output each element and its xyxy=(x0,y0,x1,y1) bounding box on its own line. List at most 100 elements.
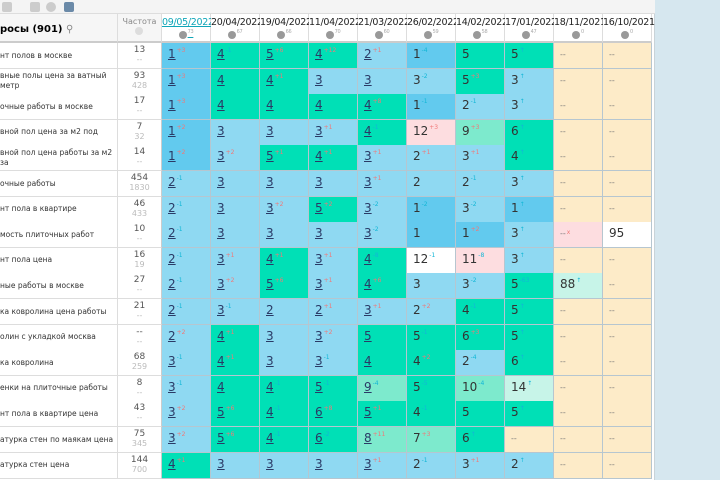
keyword-cell[interactable]: нт пола цена xyxy=(0,247,118,274)
position-cell[interactable]: 5+6 xyxy=(211,401,260,428)
position-cell[interactable]: 4-1 xyxy=(260,427,309,453)
position-cell[interactable]: 3-2 xyxy=(358,222,407,249)
position-cell[interactable]: 2-1 xyxy=(162,299,211,325)
position-cell[interactable]: 8+11 xyxy=(358,427,407,453)
position-cell[interactable]: 4-1 xyxy=(260,375,309,402)
position-cell[interactable]: 2+1 xyxy=(309,299,358,325)
keyword-cell[interactable]: енки на плиточные работы xyxy=(0,375,118,402)
position-cell[interactable]: 3+1 xyxy=(358,145,407,172)
position-cell[interactable]: 9-4 xyxy=(358,375,407,402)
date-label[interactable]: 09/05/2022 xyxy=(162,17,214,28)
position-cell[interactable]: 5 xyxy=(358,324,407,351)
date-column-header[interactable]: 11/04/2022 70 xyxy=(309,14,361,43)
position-cell[interactable]: 3 xyxy=(260,452,309,479)
search-icon[interactable]: ⚲ xyxy=(65,24,74,35)
position-cell[interactable]: 1+2 xyxy=(162,145,211,172)
position-cell[interactable]: 4+6 xyxy=(358,273,407,300)
position-cell[interactable]: 2+1 xyxy=(358,43,407,69)
date-column-header[interactable]: 21/03/2022 60 xyxy=(358,14,410,43)
position-cell[interactable]: 3+2 xyxy=(309,324,358,351)
date-column-header[interactable]: 26/02/2022 59 xyxy=(407,14,459,43)
position-cell[interactable]: 3 xyxy=(309,452,358,479)
position-cell[interactable]: 3 xyxy=(358,68,407,95)
keywords-header[interactable]: росы (901) ⚲ xyxy=(0,14,118,43)
position-cell[interactable]: 3 xyxy=(211,119,260,146)
position-cell[interactable]: 1+3 xyxy=(162,68,211,95)
position-cell[interactable]: 5-1 xyxy=(309,375,358,402)
keyword-cell[interactable]: вной пол цена работы за м2 за xyxy=(0,145,118,172)
position-cell[interactable]: 6-2 xyxy=(309,427,358,453)
position-cell[interactable]: 6+8 xyxy=(309,401,358,428)
position-cell[interactable]: 4+1 xyxy=(260,247,309,274)
date-column-header[interactable]: 14/02/2022 58 xyxy=(456,14,508,43)
position-cell[interactable]: 5+1 xyxy=(358,401,407,428)
position-cell[interactable]: 5+1 xyxy=(260,145,309,172)
position-cell[interactable]: 2-1 xyxy=(162,247,211,274)
position-cell[interactable]: 3+1 xyxy=(358,299,407,325)
document-icon[interactable] xyxy=(30,2,40,12)
position-cell[interactable]: 2-1 xyxy=(162,171,211,197)
position-cell[interactable]: 2-1 xyxy=(162,273,211,300)
position-cell[interactable]: 3 xyxy=(309,171,358,197)
position-cell[interactable]: 3+1 xyxy=(358,171,407,197)
position-cell[interactable]: 1+3 xyxy=(162,43,211,69)
position-cell[interactable]: 3 xyxy=(260,350,309,377)
keyword-cell[interactable]: олин с укладкой москва xyxy=(0,324,118,351)
position-cell[interactable]: 3 xyxy=(260,119,309,146)
keyword-cell[interactable]: очные работы в москве xyxy=(0,94,118,121)
position-cell[interactable]: 5+2 xyxy=(309,196,358,223)
position-cell[interactable]: 2 xyxy=(260,299,309,325)
position-cell[interactable]: 3-1 xyxy=(162,350,211,377)
position-cell[interactable]: 3 xyxy=(211,196,260,223)
position-cell[interactable]: 4 xyxy=(358,350,407,377)
keyword-cell[interactable]: очные работы xyxy=(0,171,118,197)
keyword-cell[interactable]: нт пола в квартире xyxy=(0,196,118,223)
position-cell[interactable]: 3-1 xyxy=(211,299,260,325)
position-cell[interactable]: 4-1 xyxy=(260,401,309,428)
position-cell[interactable]: 3+2 xyxy=(162,401,211,428)
position-cell[interactable]: 4 xyxy=(211,68,260,95)
date-column-header[interactable]: 19/04/2022 66 xyxy=(260,14,312,43)
position-cell[interactable]: 3 xyxy=(211,222,260,249)
position-cell[interactable]: 4+1 xyxy=(260,68,309,95)
date-column-header[interactable]: 20/04/2022 67 xyxy=(211,14,263,43)
position-cell[interactable]: 3+1 xyxy=(309,119,358,146)
position-cell[interactable]: 3 xyxy=(309,222,358,249)
date-column-header[interactable]: 09/05/2022 73 xyxy=(162,14,214,43)
date-column-header[interactable]: 17/01/2022 47 xyxy=(505,14,557,43)
position-cell[interactable]: 2+2 xyxy=(162,324,211,351)
position-cell[interactable]: 4+8 xyxy=(358,94,407,121)
position-cell[interactable]: 3+1 xyxy=(309,247,358,274)
position-cell[interactable]: 3 xyxy=(260,222,309,249)
font-icon[interactable] xyxy=(64,2,74,12)
position-cell[interactable]: 4 xyxy=(211,375,260,402)
position-cell[interactable]: 1+3 xyxy=(162,94,211,121)
position-cell[interactable]: 4 xyxy=(211,94,260,121)
keyword-cell[interactable]: нт полов в москве xyxy=(0,43,118,69)
position-cell[interactable]: 5+6 xyxy=(260,43,309,69)
keyword-cell[interactable]: атурка стен по маякам цена xyxy=(0,427,118,453)
keyword-cell[interactable]: вные полы цена за ватный метр xyxy=(0,68,118,95)
position-cell[interactable]: 4 xyxy=(260,94,309,121)
keyword-cell[interactable]: ка ковролина xyxy=(0,350,118,377)
position-cell[interactable]: 3 xyxy=(309,68,358,95)
position-cell[interactable]: 3-1 xyxy=(162,375,211,402)
position-cell[interactable]: 1+2 xyxy=(162,119,211,146)
position-cell[interactable]: 4-1 xyxy=(358,119,407,146)
position-cell[interactable]: 4 xyxy=(309,94,358,121)
position-cell[interactable]: 3 xyxy=(211,171,260,197)
position-cell[interactable]: 2-1 xyxy=(162,222,211,249)
link-icon[interactable] xyxy=(2,2,12,12)
keyword-cell[interactable]: ка ковролина цена работы xyxy=(0,299,118,325)
date-column-header[interactable]: 16/10/2021 0 xyxy=(603,14,655,43)
position-cell[interactable]: 4-1 xyxy=(211,43,260,69)
date-column-header[interactable]: 18/11/2021 0 xyxy=(554,14,606,43)
keyword-cell[interactable]: вной пол цена за м2 под xyxy=(0,119,118,146)
position-cell[interactable]: 3+1 xyxy=(309,273,358,300)
position-cell[interactable]: 3+2 xyxy=(211,273,260,300)
position-cell[interactable]: 3 xyxy=(260,171,309,197)
position-cell[interactable]: 4+1 xyxy=(211,350,260,377)
keyword-cell[interactable]: мость плиточных работ xyxy=(0,222,118,249)
position-cell[interactable]: 2-1 xyxy=(162,196,211,223)
position-cell[interactable]: 3-1 xyxy=(309,350,358,377)
